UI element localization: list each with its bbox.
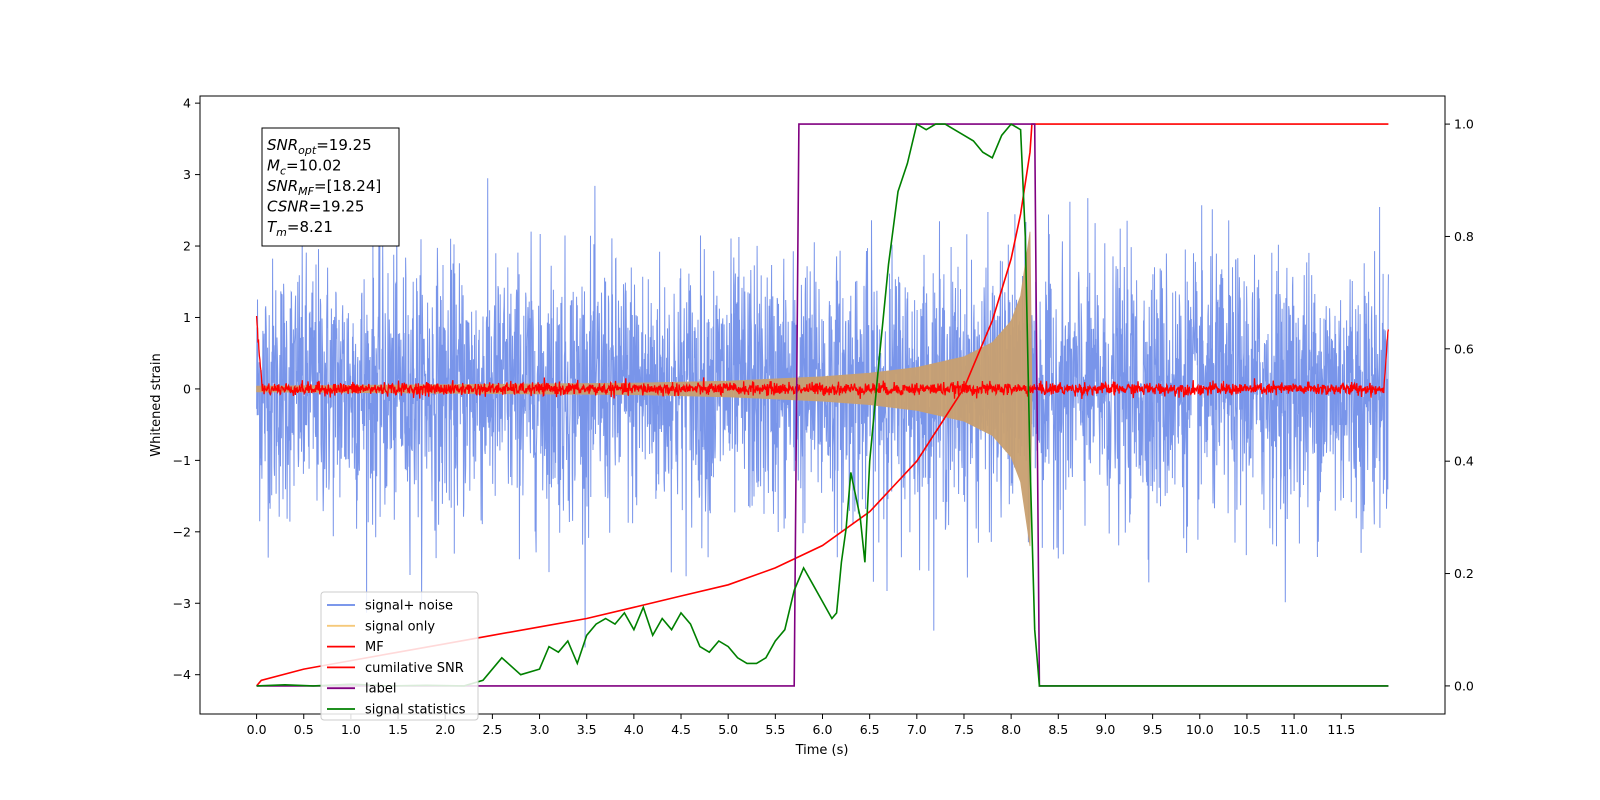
x-tick-label: 2.0 xyxy=(435,722,455,737)
legend: signal+ noise signal only MF cumilative SNR… xyxy=(320,591,479,721)
x-tick-label: 9.0 xyxy=(1096,722,1116,737)
x-axis-label: Time (s) xyxy=(795,743,849,758)
annotation-line: CSNR=19.25 xyxy=(267,198,364,216)
annotation-line: SNRopt=19.25 xyxy=(267,136,372,157)
x-tick-label: 5.0 xyxy=(718,722,738,737)
plot-area xyxy=(255,122,1390,687)
x-tick-label: 7.0 xyxy=(907,722,927,737)
series-signal-statistics xyxy=(256,122,1389,687)
x-tick-label: 11.5 xyxy=(1327,722,1355,737)
series-signal-noise xyxy=(256,178,1389,648)
x-tick-label: 10.0 xyxy=(1186,722,1214,737)
x-tick-label: 8.5 xyxy=(1048,722,1068,737)
annotation-line: Tm=8.21 xyxy=(267,218,333,239)
y-tick-label: 4 xyxy=(183,96,191,111)
x-tick-label: 5.5 xyxy=(765,722,785,737)
annotation-frame xyxy=(261,127,400,247)
y-tick-label: 0 xyxy=(183,381,191,396)
annotation-line: SNRMF=[18.24] xyxy=(267,177,381,198)
annotation-line: Mc=10.02 xyxy=(267,157,342,178)
x-tick-label: 2.5 xyxy=(482,722,502,737)
x-tick-label: 3.0 xyxy=(530,722,550,737)
legend-frame xyxy=(320,591,479,721)
x-tick-label: 0.0 xyxy=(247,722,267,737)
legend-label: label xyxy=(365,682,396,697)
annotation-box: SNRopt=19.25Mc=10.02SNRMF=[18.24]CSNR=19… xyxy=(261,127,400,247)
y-right-tick-label: 0.6 xyxy=(1454,341,1474,356)
y-right-tick-label: 0.8 xyxy=(1454,229,1474,244)
y-tick-label: −4 xyxy=(173,667,191,682)
legend-label: MF xyxy=(365,640,384,655)
y-tick-label: −3 xyxy=(173,596,191,611)
y-tick-label: −1 xyxy=(173,453,191,468)
x-tick-label: 4.5 xyxy=(671,722,691,737)
x-tick-label: 4.0 xyxy=(624,722,644,737)
y-tick-label: −2 xyxy=(173,524,191,539)
x-tick-label: 6.5 xyxy=(860,722,880,737)
x-tick-label: 8.0 xyxy=(1001,722,1021,737)
legend-label: cumilative SNR xyxy=(365,661,464,676)
x-tick-label: 7.5 xyxy=(954,722,974,737)
x-tick-label: 9.5 xyxy=(1143,722,1163,737)
x-tick-label: 3.5 xyxy=(577,722,597,737)
legend-label: signal+ noise xyxy=(365,599,453,614)
y-tick-label: 1 xyxy=(183,310,191,325)
series-mf xyxy=(255,315,1390,400)
x-tick-label: 1.0 xyxy=(341,722,361,737)
axes: 0.0 0.5 1.0 1.5 2.0 2.5 3.0 3.5 4.0 4.5 5.0 5.5 6.0 6… xyxy=(173,96,1474,737)
x-tick-label: 1.5 xyxy=(388,722,408,737)
x-tick-label: 0.5 xyxy=(294,722,314,737)
x-tick-label: 6.0 xyxy=(813,722,833,737)
x-tick-label: 10.5 xyxy=(1233,722,1261,737)
y-right-tick-label: 0.4 xyxy=(1454,454,1474,469)
y-right-tick-label: 0.2 xyxy=(1454,566,1474,581)
legend-label: signal statistics xyxy=(365,703,466,718)
y-right-tick-label: 1.0 xyxy=(1454,117,1474,132)
y-axis-label: Whitened strain xyxy=(149,353,164,456)
x-tick-label: 11.0 xyxy=(1280,722,1308,737)
y-right-tick-label: 0.0 xyxy=(1454,678,1474,693)
y-tick-label: 2 xyxy=(183,239,191,254)
legend-label: signal only xyxy=(365,619,435,634)
y-tick-label: 3 xyxy=(183,167,191,182)
